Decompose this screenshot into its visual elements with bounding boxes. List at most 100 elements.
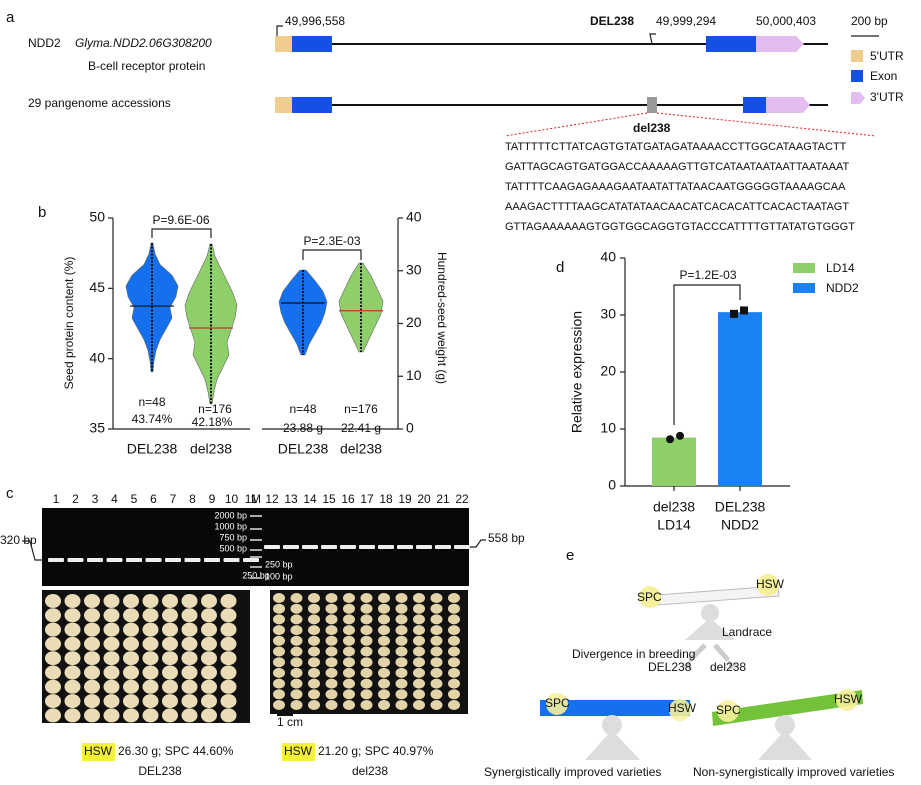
seed xyxy=(360,593,373,603)
ladder-band xyxy=(250,577,262,579)
seed xyxy=(308,667,320,678)
y-axis-label: Seed protein content (%) xyxy=(62,257,76,390)
seed xyxy=(378,700,390,710)
legend-swatch xyxy=(851,70,863,82)
weight xyxy=(669,699,691,721)
bracket xyxy=(673,284,741,425)
del-title: del238 xyxy=(633,121,671,135)
seed xyxy=(325,700,338,710)
coord: 50,000,403 xyxy=(756,14,816,28)
sequence-line: TATTTTTCTTATCAGTGTATGATAGATAAAACCTTGGCAT… xyxy=(505,141,847,153)
x-tick-label: DEL238 xyxy=(278,441,329,457)
ladder: 1000 bp xyxy=(214,521,247,531)
seed xyxy=(448,625,460,636)
seed xyxy=(378,603,390,614)
x-tick-label: del238 xyxy=(653,499,695,515)
beam xyxy=(540,700,690,716)
n-label: n=48 xyxy=(138,395,165,409)
arrow xyxy=(688,643,730,662)
y-tick-label: 40 xyxy=(600,249,616,265)
seed xyxy=(343,625,355,636)
seed xyxy=(325,625,338,636)
seed xyxy=(360,625,373,636)
seed xyxy=(413,635,425,646)
sequence-line: GTTAGAAAAAAGTGGTGGCAGGTGTACCCATTTTGTTATA… xyxy=(505,221,855,233)
band xyxy=(184,558,201,562)
ladder: 750 bp xyxy=(219,532,247,542)
lane-label: 18 xyxy=(379,492,393,506)
y2-tick-label: 30 xyxy=(406,261,422,277)
seed xyxy=(181,665,198,680)
legend-label: NDD2 xyxy=(826,281,859,295)
pivot xyxy=(585,730,640,760)
seed xyxy=(64,636,81,651)
y2-tick-label: 20 xyxy=(406,314,422,330)
seed xyxy=(378,625,390,636)
seed xyxy=(325,614,338,625)
coord: 49,996,558 xyxy=(285,14,345,28)
band xyxy=(397,545,413,549)
caption-group: del238 xyxy=(352,764,388,778)
seed xyxy=(162,636,178,651)
value-label: 23.88 g xyxy=(283,421,323,435)
seed xyxy=(413,646,425,657)
seed xyxy=(273,678,285,689)
seed xyxy=(201,594,217,608)
del-label: DEL238 xyxy=(590,14,634,28)
seed xyxy=(45,636,61,651)
seed xyxy=(142,608,159,623)
seed xyxy=(290,625,303,636)
weight xyxy=(836,689,858,711)
weight-label: SPC xyxy=(545,696,570,710)
lane-label: 9 xyxy=(209,492,216,506)
gene-name: Glyma.NDD2.06G308200 xyxy=(75,36,212,50)
seed xyxy=(448,667,460,678)
caption-hl: HSW xyxy=(84,744,113,758)
legend-label: LD14 xyxy=(826,261,855,275)
seed xyxy=(201,622,217,637)
legend-swatch xyxy=(793,263,815,273)
seed xyxy=(430,646,443,657)
seed xyxy=(45,651,61,666)
seed xyxy=(325,635,338,646)
band xyxy=(378,545,394,549)
seed xyxy=(64,622,81,637)
seed xyxy=(378,657,390,668)
seed xyxy=(325,689,338,700)
seed xyxy=(273,700,285,710)
seed xyxy=(360,657,373,668)
seed xyxy=(142,665,159,680)
seed xyxy=(45,594,61,608)
band xyxy=(264,545,280,549)
band xyxy=(435,545,451,549)
seed xyxy=(84,636,100,651)
weight-label: HSW xyxy=(756,577,785,591)
seed xyxy=(181,608,198,623)
seed xyxy=(201,636,217,651)
band xyxy=(340,545,356,549)
seed xyxy=(430,700,443,710)
seed xyxy=(220,665,237,680)
seed xyxy=(430,657,443,668)
seed xyxy=(273,635,285,646)
caption: Synergistically improved varieties xyxy=(484,765,661,779)
seed xyxy=(45,622,61,637)
seed xyxy=(343,603,355,614)
seed xyxy=(162,608,178,623)
seed xyxy=(142,636,159,651)
seed xyxy=(220,694,237,709)
value-label: 22.41 g xyxy=(341,421,381,435)
ladder: 500 bp xyxy=(219,543,247,553)
seed xyxy=(123,594,139,608)
seed xyxy=(290,667,303,678)
seed xyxy=(142,651,159,666)
lane-label: 21 xyxy=(436,492,450,506)
band xyxy=(283,545,299,549)
seed xyxy=(378,614,390,625)
lane-label: 17 xyxy=(360,492,374,506)
seed xyxy=(162,651,178,666)
seed xyxy=(273,614,285,625)
seed xyxy=(290,646,303,657)
seed xyxy=(181,622,198,637)
